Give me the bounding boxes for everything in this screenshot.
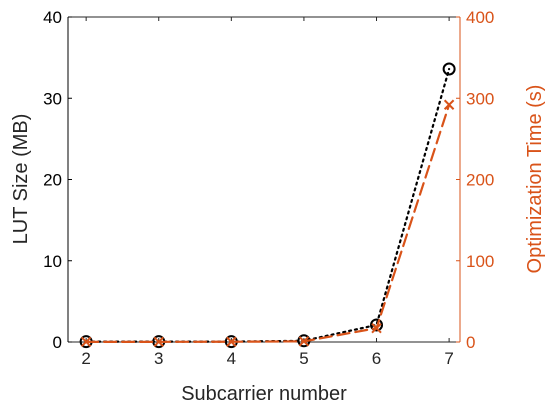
data-point-x bbox=[80, 336, 92, 348]
y-left-tick-label: 0 bbox=[53, 333, 62, 352]
y-left-tick-label: 10 bbox=[43, 252, 62, 271]
x-tick-label: 5 bbox=[299, 349, 308, 368]
x-axis-label: Subcarrier number bbox=[181, 383, 347, 405]
series-line-right bbox=[85, 103, 451, 343]
x-tick-label: 7 bbox=[444, 349, 453, 368]
data-point-x bbox=[443, 99, 455, 110]
x-tick-label: 2 bbox=[81, 349, 90, 368]
y-right-tick-label: 300 bbox=[466, 89, 494, 108]
y-axis-right-label: Optimization Time (s) bbox=[524, 85, 546, 274]
y-right-tick-label: 200 bbox=[466, 171, 494, 190]
data-point-x bbox=[153, 336, 164, 348]
y-left-tick-label: 40 bbox=[43, 8, 62, 27]
data-point-x bbox=[371, 322, 382, 334]
data-point-circle bbox=[442, 62, 456, 76]
x-tick-label: 3 bbox=[154, 349, 163, 368]
series-line-left bbox=[85, 67, 451, 343]
y-right-tick-label: 400 bbox=[466, 8, 494, 27]
y-axis-left-label: LUT Size (MB) bbox=[10, 114, 32, 245]
y-left-tick-label: 20 bbox=[43, 171, 62, 190]
series-layer bbox=[79, 62, 456, 349]
data-point-circle bbox=[370, 318, 384, 332]
y-left-tick-label: 30 bbox=[43, 89, 62, 108]
x-tick-label: 4 bbox=[227, 349, 236, 368]
x-tick-label: 6 bbox=[372, 349, 381, 368]
y-right-tick-label: 100 bbox=[466, 252, 494, 271]
y-right-tick-label: 0 bbox=[466, 333, 475, 352]
data-point-x bbox=[226, 336, 237, 347]
data-point-x bbox=[298, 336, 310, 347]
